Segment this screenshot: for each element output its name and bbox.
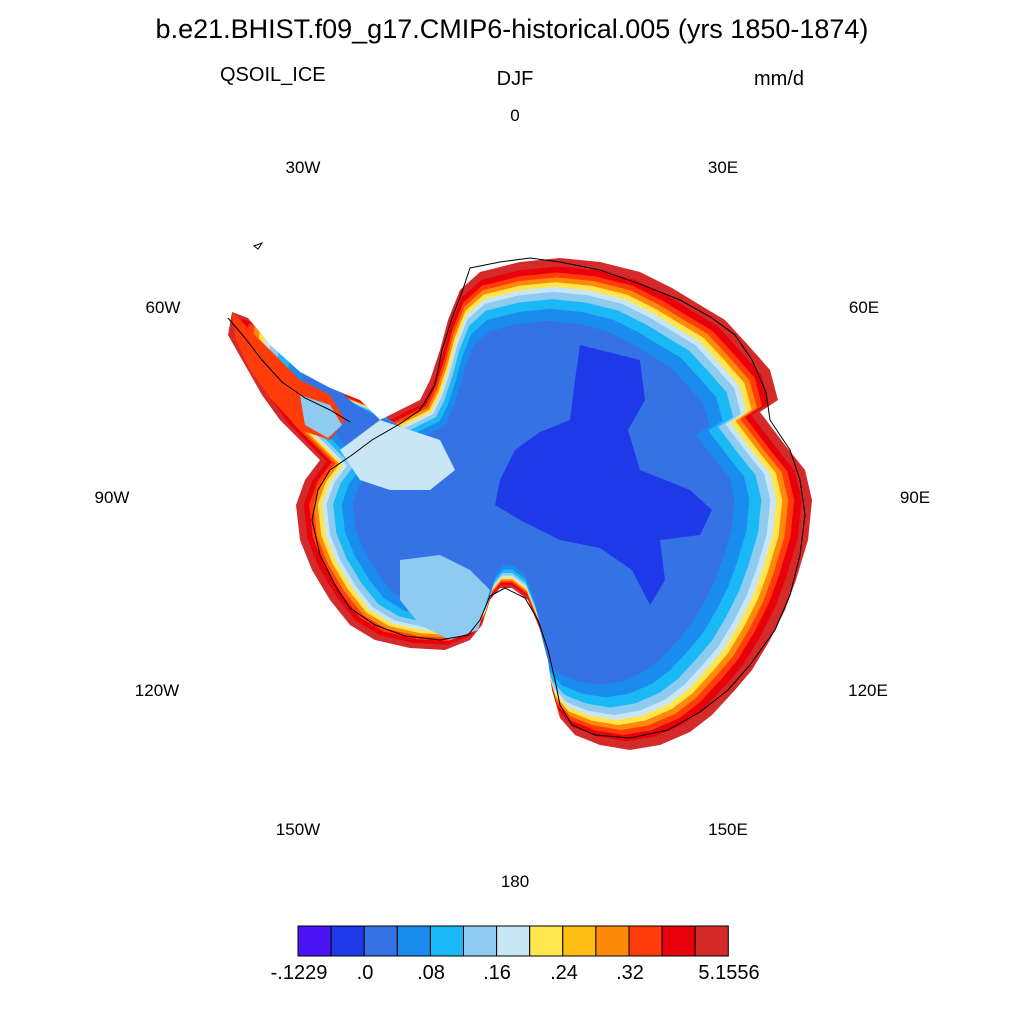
colorbar-label-2: .08	[417, 962, 445, 984]
field-weddell-shelf	[340, 420, 455, 490]
lon-label-30w: 30W	[285, 158, 321, 177]
lon-label-30e: 30E	[707, 158, 739, 177]
colorbar-box-7	[529, 925, 564, 957]
lon-label-90w: 90W	[94, 488, 130, 507]
lon-label-0: 0	[510, 106, 520, 125]
colorbar-boxes	[297, 925, 729, 957]
colorbar-label-5: .32	[616, 962, 644, 984]
colorbar-box-1	[330, 925, 365, 957]
lon-label-60e: 60E	[848, 298, 880, 317]
colorbar-box-0	[297, 925, 332, 957]
colorbar-box-5	[463, 925, 498, 957]
season-label: DJF	[496, 68, 534, 90]
lon-label-180: 180	[500, 872, 530, 891]
colorbar-box-10	[628, 925, 663, 957]
colorbar-box-12	[694, 925, 729, 957]
colorbar-box-9	[595, 925, 630, 957]
lon-label-90e: 90E	[899, 488, 931, 507]
colorbar-label-4: .24	[550, 962, 578, 984]
colorbar-box-3	[396, 925, 431, 957]
units-label: mm/d	[754, 68, 804, 90]
lon-label-150e: 150E	[708, 820, 748, 839]
colorbar-label-3: .16	[483, 962, 511, 984]
island-coastline	[252, 241, 264, 250]
field-interior-1e3ae8	[495, 345, 712, 605]
field-ross-shelf	[400, 555, 490, 640]
colorbar-box-6	[496, 925, 531, 957]
colorbar-box-8	[562, 925, 597, 957]
colorbar-box-11	[661, 925, 696, 957]
colorbar-label-1: .0	[356, 962, 374, 984]
peninsula-coastline	[227, 317, 351, 423]
variable-label: QSOIL_ICE	[220, 64, 326, 86]
colorbar-label-6: 5.1556	[698, 962, 760, 984]
field-peninsula-inner	[300, 395, 342, 438]
lon-label-120w: 120W	[134, 681, 180, 700]
lon-label-150w: 150W	[275, 820, 321, 839]
coastline-layer	[227, 241, 806, 739]
colorbar-label-0: -.1229	[270, 962, 328, 984]
lon-label-60w: 60W	[145, 298, 181, 317]
plot-title: b.e21.BHIST.f09_g17.CMIP6-historical.005…	[155, 14, 869, 44]
antarctica-coastline	[311, 257, 806, 739]
colorbar-box-4	[429, 925, 464, 957]
colorbar-box-2	[363, 925, 398, 957]
lon-label-120e: 120E	[848, 681, 888, 700]
